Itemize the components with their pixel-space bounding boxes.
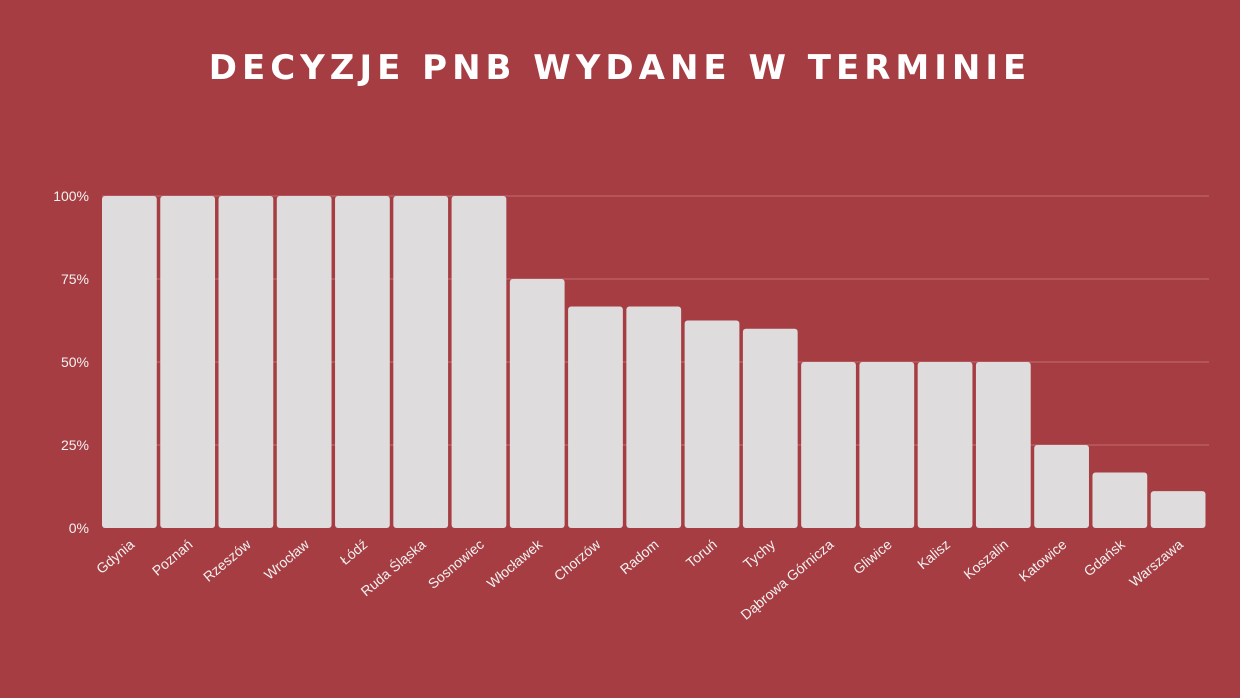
y-tick-label: 75% bbox=[61, 271, 89, 287]
bar bbox=[102, 196, 157, 528]
x-tick-label: Tychy bbox=[740, 536, 778, 572]
bar bbox=[859, 362, 915, 528]
bar bbox=[160, 196, 216, 528]
bars bbox=[102, 196, 1206, 528]
bar bbox=[276, 196, 332, 528]
bar bbox=[917, 362, 973, 528]
bar bbox=[335, 196, 390, 528]
x-tick-label: Toruń bbox=[683, 536, 720, 571]
x-tick-label: Chorzów bbox=[551, 535, 604, 583]
x-tick-label: Gdańsk bbox=[1081, 535, 1129, 579]
bar bbox=[801, 362, 856, 528]
x-tick-label: Koszalin bbox=[960, 536, 1011, 582]
x-tick-label: Radom bbox=[617, 536, 662, 577]
y-tick-label: 50% bbox=[61, 354, 89, 370]
y-axis-tick-labels: 0% 25% 50% 75% 100% bbox=[53, 188, 89, 536]
bar bbox=[975, 362, 1031, 528]
x-tick-label: Gliwice bbox=[850, 536, 895, 577]
bar bbox=[1150, 491, 1206, 528]
bar bbox=[218, 196, 274, 528]
bar bbox=[626, 306, 682, 528]
y-tick-label: 100% bbox=[53, 188, 89, 204]
y-tick-label: 0% bbox=[69, 520, 89, 536]
x-tick-label: Warszawa bbox=[1126, 536, 1186, 590]
x-tick-label: Poznań bbox=[149, 536, 196, 579]
x-tick-label: Łódź bbox=[337, 536, 371, 568]
x-tick-label: Gdynia bbox=[93, 536, 137, 577]
chart-title: DECYZJE PNB WYDANE W TERMINIE bbox=[208, 48, 1032, 88]
bar bbox=[1034, 445, 1089, 528]
x-tick-label: Kalisz bbox=[914, 536, 953, 572]
x-tick-label: Katowice bbox=[1016, 536, 1070, 585]
bar bbox=[568, 306, 623, 528]
x-tick-label: Sosnowiec bbox=[425, 536, 487, 592]
y-tick-label: 25% bbox=[61, 437, 89, 453]
bar bbox=[509, 279, 565, 528]
x-tick-label: Rzeszów bbox=[200, 535, 254, 584]
x-tick-label: Ruda Śląska bbox=[357, 535, 429, 599]
bar bbox=[393, 196, 449, 528]
bar bbox=[451, 196, 507, 528]
x-tick-label: Włocławek bbox=[484, 535, 546, 591]
bar bbox=[1092, 472, 1148, 528]
x-tick-label: Wrocław bbox=[261, 535, 313, 582]
bar bbox=[684, 320, 740, 528]
bar bbox=[742, 328, 798, 528]
